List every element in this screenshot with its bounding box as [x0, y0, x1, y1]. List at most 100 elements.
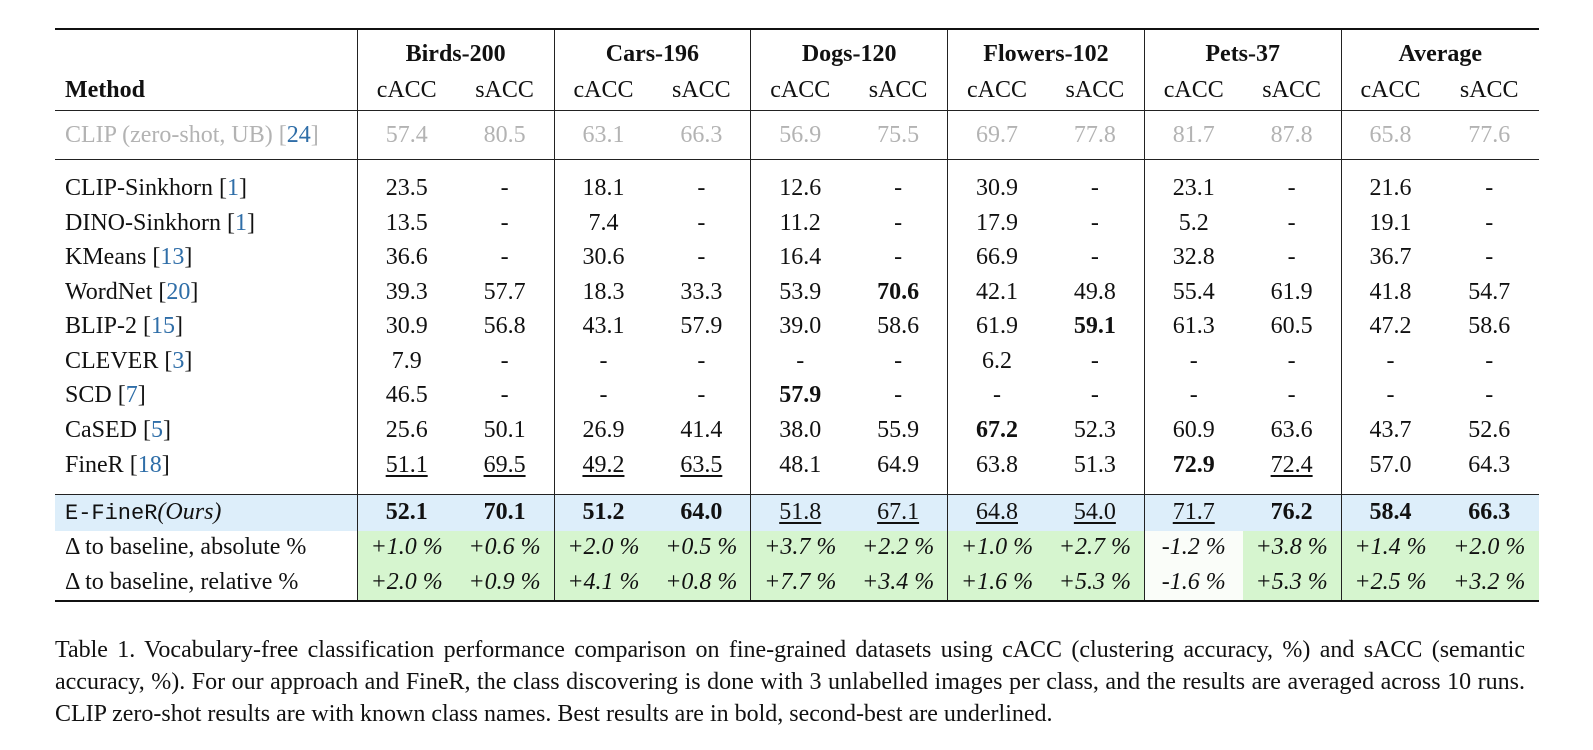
table-cell: 30.9	[356, 309, 456, 344]
table-cell: -	[500, 347, 509, 374]
table-cell: 21.6	[1340, 159, 1440, 206]
method-name: KMeans [13]	[65, 244, 193, 271]
delta-cell: +4.1 %	[553, 565, 653, 602]
table-cell: 52.6	[1468, 416, 1511, 443]
table-cell: 52.1	[356, 493, 456, 531]
table-cell: 57.0	[1340, 447, 1440, 494]
table-cell: 64.8	[947, 493, 1046, 531]
table-cell: 59.1	[1046, 310, 1144, 345]
best-value: 67.2	[975, 416, 1018, 443]
table-cell: -	[1340, 344, 1440, 379]
method-label: CaSED	[65, 416, 137, 443]
table-cell: 18.1	[553, 159, 653, 206]
second-best-value: 49.2	[582, 452, 625, 478]
table-cell: -	[1090, 244, 1099, 271]
table-cell: 57.9	[680, 313, 723, 340]
table-cell: 65.8	[1340, 110, 1440, 160]
delta-cell: +2.5 %	[1340, 565, 1440, 602]
table-cell: 63.6	[1270, 416, 1313, 443]
delta-cell: +0.5 %	[652, 530, 751, 565]
citation-link[interactable]: 3	[172, 347, 185, 374]
ours-suffix: (Ours)	[157, 499, 222, 525]
metric-header-row: Method cACC sACC cACC sACC cACC sACC cAC…	[55, 70, 1539, 111]
citation-link[interactable]: 13	[160, 244, 185, 271]
results-table-container: Birds-200 Cars-196 Dogs-120 Flowers-102 …	[55, 28, 1539, 602]
table-cell: -	[1090, 382, 1099, 409]
table-cell: -	[1485, 174, 1494, 201]
metric-header: cACC	[356, 70, 456, 111]
table-cell: 17.9	[947, 206, 1046, 241]
citation-link[interactable]: 5	[151, 416, 163, 443]
delta-cell: +3.8 %	[1242, 530, 1342, 565]
metric-header: sACC	[1065, 76, 1125, 103]
method-mono-label: E-FineR	[65, 501, 158, 526]
table-cell: 23.5	[356, 159, 456, 206]
table-cell: 58.6	[1468, 313, 1511, 340]
table-row: CLEVER [3] 7.9 - - - - - 6.2 - - - - -	[55, 344, 1539, 379]
table-cell: 47.2	[1340, 309, 1440, 344]
table-cell: 30.6	[553, 240, 653, 275]
citation-link[interactable]: 1	[235, 209, 247, 236]
citation-link[interactable]: 1	[227, 174, 240, 201]
table-cell: -	[500, 244, 509, 271]
delta-cell: +3.2 %	[1439, 565, 1539, 602]
table-cell: 49.8	[1073, 278, 1116, 305]
delta-cell: +7.7 %	[750, 565, 850, 602]
table-cell: 57.9	[750, 378, 850, 413]
table-cell: 64.0	[652, 493, 751, 531]
table-cell: 46.5	[356, 378, 456, 413]
table-cell: -	[1287, 347, 1296, 374]
second-best-value: 69.5	[483, 452, 526, 478]
method-name: E-FineR(Ours)	[55, 493, 358, 531]
table-cell: -	[894, 174, 903, 201]
metric-header: cACC	[1340, 70, 1440, 111]
delta-absolute-row: Δ to baseline, absolute % +1.0 % +0.6 % …	[55, 530, 1539, 565]
table-cell: 23.1	[1143, 159, 1243, 206]
table-cell: 70.1	[455, 493, 555, 531]
method-label: DINO-Sinkhorn	[65, 209, 221, 236]
table-cell: 13.5	[356, 206, 456, 241]
table-cell: 56.9	[750, 110, 850, 160]
delta-cell: +0.9 %	[455, 565, 555, 602]
table-cell: 55.4	[1143, 275, 1243, 310]
best-value: 72.9	[1172, 452, 1215, 478]
table-cell: 72.9	[1143, 447, 1243, 494]
table-row: SCD [7] 46.5 - - - 57.9 - - - - - - -	[55, 378, 1539, 413]
citation-link[interactable]: 7	[125, 382, 138, 409]
table-row: CaSED [5] 25.6 50.1 26.9 41.4 38.0 55.9 …	[55, 413, 1539, 448]
table-cell: 61.9	[947, 309, 1046, 344]
table-cell: -	[1485, 244, 1494, 271]
delta-cell: +1.4 %	[1340, 530, 1440, 565]
table-cell: 41.8	[1340, 275, 1440, 310]
citation-link[interactable]: 24	[286, 121, 311, 148]
delta-cell: +2.0 %	[1439, 530, 1539, 565]
citation-link[interactable]: 18	[137, 452, 162, 478]
table-cell: 32.8	[1143, 240, 1243, 275]
table-cell: 80.5	[455, 110, 555, 160]
method-label: KMeans	[65, 244, 147, 271]
table-cell: 6.2	[947, 344, 1046, 379]
results-table: Birds-200 Cars-196 Dogs-120 Flowers-102 …	[55, 28, 1539, 602]
method-label: FineR	[65, 452, 124, 478]
dataset-header: Birds-200	[356, 28, 555, 70]
table-cell: 16.4	[750, 240, 850, 275]
table-cell: 55.9	[877, 416, 920, 443]
table-cell: -	[750, 344, 850, 379]
citation-link[interactable]: 15	[151, 313, 175, 340]
second-best-value: 67.1	[877, 499, 920, 525]
best-value: 70.1	[483, 499, 526, 525]
table-cell: -	[1287, 174, 1296, 201]
table-cell: 43.1	[553, 309, 653, 344]
table-caption: Table 1. Vocabulary-free classification …	[55, 637, 1525, 727]
best-value: 64.0	[680, 499, 723, 525]
citation-link[interactable]: 20	[166, 278, 191, 305]
table-cell: 76.2	[1242, 493, 1342, 531]
metric-header: sACC	[671, 76, 731, 103]
table-cell: 57.7	[483, 278, 526, 305]
method-label: CLIP (zero-shot, UB)	[65, 121, 273, 148]
table-cell: 33.3	[680, 278, 723, 305]
table-cell: 67.2	[947, 413, 1046, 448]
table-cell: 77.8	[1045, 110, 1145, 160]
table-cell: 7.9	[356, 344, 456, 379]
method-label: CLEVER	[65, 347, 159, 374]
